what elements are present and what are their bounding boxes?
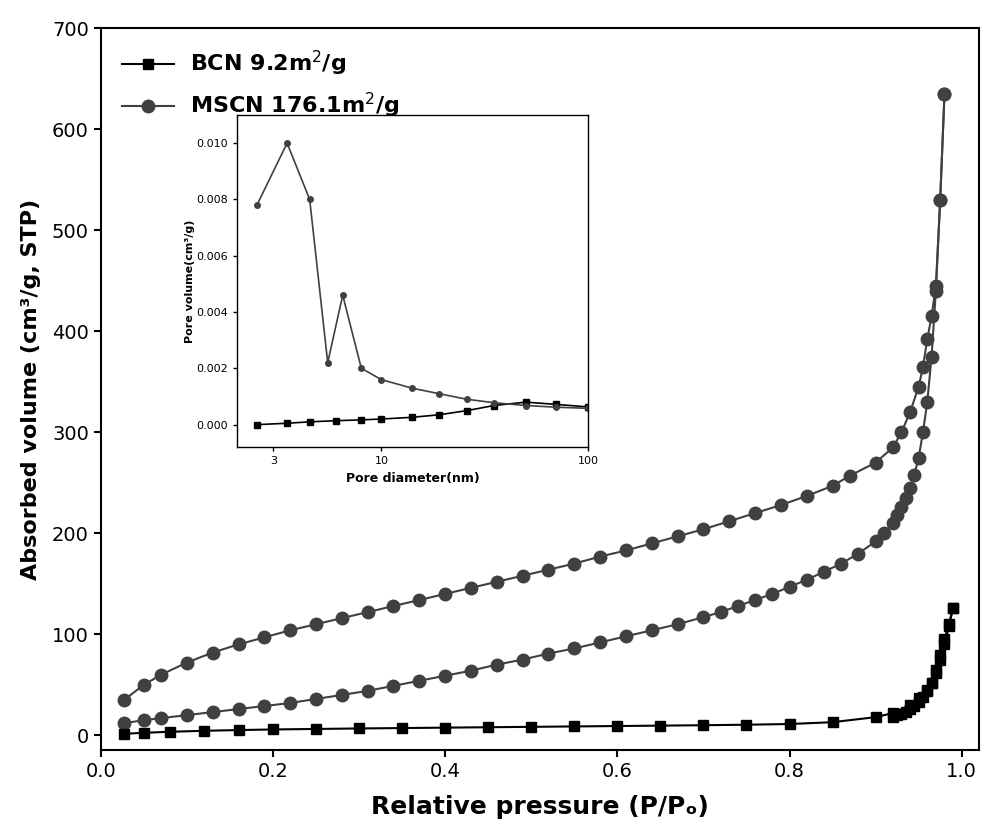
MSCN 176.1m$^2$/g (926, 311, 938, 321)
Line: BCN 9.2m$^2$/g: BCN 9.2m$^2$/g (119, 603, 958, 738)
MSCN 176.1m$^2$/g (844, 470, 856, 480)
MSCN 176.1m$^2$/g (118, 695, 130, 705)
BCN 9.2m$^2$/g (938, 639, 950, 649)
BCN 9.2m$^2$/g (930, 668, 942, 678)
BCN 9.2m$^2$/g (118, 729, 130, 739)
BCN 9.2m$^2$/g (198, 726, 210, 736)
MSCN 176.1m$^2$/g (413, 595, 425, 605)
MSCN 176.1m$^2$/g (895, 428, 907, 438)
MSCN 176.1m$^2$/g (568, 559, 580, 569)
BCN 9.2m$^2$/g (611, 721, 623, 731)
BCN 9.2m$^2$/g (233, 725, 245, 735)
MSCN 176.1m$^2$/g (465, 583, 477, 593)
MSCN 176.1m$^2$/g (672, 532, 684, 542)
BCN 9.2m$^2$/g (904, 700, 916, 710)
Y-axis label: Absorbed volume (cm³/g, STP): Absorbed volume (cm³/g, STP) (21, 199, 41, 580)
BCN 9.2m$^2$/g (138, 727, 150, 738)
BCN 9.2m$^2$/g (887, 708, 899, 718)
MSCN 176.1m$^2$/g (336, 613, 348, 623)
MSCN 176.1m$^2$/g (646, 538, 658, 549)
MSCN 176.1m$^2$/g (362, 607, 374, 617)
MSCN 176.1m$^2$/g (934, 195, 946, 205)
BCN 9.2m$^2$/g (267, 724, 279, 734)
MSCN 176.1m$^2$/g (258, 633, 270, 643)
MSCN 176.1m$^2$/g (913, 382, 925, 392)
MSCN 176.1m$^2$/g (921, 334, 933, 344)
BCN 9.2m$^2$/g (827, 717, 839, 727)
MSCN 176.1m$^2$/g (310, 619, 322, 629)
BCN 9.2m$^2$/g (697, 720, 709, 730)
BCN 9.2m$^2$/g (568, 722, 580, 732)
MSCN 176.1m$^2$/g (620, 545, 632, 555)
MSCN 176.1m$^2$/g (930, 281, 942, 291)
X-axis label: Relative pressure (P/Pₒ): Relative pressure (P/Pₒ) (371, 795, 709, 819)
MSCN 176.1m$^2$/g (387, 601, 399, 611)
BCN 9.2m$^2$/g (870, 712, 882, 722)
Legend: BCN 9.2m$^2$/g, MSCN 176.1m$^2$/g: BCN 9.2m$^2$/g, MSCN 176.1m$^2$/g (111, 39, 410, 130)
MSCN 176.1m$^2$/g (542, 564, 554, 575)
BCN 9.2m$^2$/g (164, 727, 176, 737)
BCN 9.2m$^2$/g (439, 722, 451, 732)
BCN 9.2m$^2$/g (353, 723, 365, 733)
MSCN 176.1m$^2$/g (904, 407, 916, 417)
MSCN 176.1m$^2$/g (827, 480, 839, 491)
MSCN 176.1m$^2$/g (870, 458, 882, 468)
BCN 9.2m$^2$/g (740, 720, 752, 730)
MSCN 176.1m$^2$/g (801, 491, 813, 501)
MSCN 176.1m$^2$/g (233, 639, 245, 649)
BCN 9.2m$^2$/g (913, 693, 925, 703)
BCN 9.2m$^2$/g (934, 654, 946, 664)
BCN 9.2m$^2$/g (482, 722, 494, 732)
MSCN 176.1m$^2$/g (917, 362, 929, 372)
BCN 9.2m$^2$/g (926, 678, 938, 688)
MSCN 176.1m$^2$/g (155, 669, 167, 680)
BCN 9.2m$^2$/g (525, 722, 537, 732)
MSCN 176.1m$^2$/g (775, 500, 787, 510)
MSCN 176.1m$^2$/g (439, 589, 451, 599)
BCN 9.2m$^2$/g (654, 721, 666, 731)
MSCN 176.1m$^2$/g (749, 508, 761, 518)
MSCN 176.1m$^2$/g (938, 89, 950, 99)
MSCN 176.1m$^2$/g (887, 443, 899, 453)
MSCN 176.1m$^2$/g (517, 570, 529, 580)
MSCN 176.1m$^2$/g (181, 658, 193, 668)
BCN 9.2m$^2$/g (943, 622, 955, 632)
BCN 9.2m$^2$/g (310, 724, 322, 734)
BCN 9.2m$^2$/g (947, 603, 959, 613)
MSCN 176.1m$^2$/g (138, 680, 150, 690)
BCN 9.2m$^2$/g (921, 685, 933, 695)
MSCN 176.1m$^2$/g (697, 524, 709, 534)
MSCN 176.1m$^2$/g (207, 648, 219, 658)
BCN 9.2m$^2$/g (396, 723, 408, 733)
Line: MSCN 176.1m$^2$/g: MSCN 176.1m$^2$/g (118, 87, 951, 706)
MSCN 176.1m$^2$/g (491, 577, 503, 587)
MSCN 176.1m$^2$/g (723, 516, 735, 526)
BCN 9.2m$^2$/g (784, 719, 796, 729)
MSCN 176.1m$^2$/g (284, 625, 296, 635)
MSCN 176.1m$^2$/g (594, 552, 606, 562)
